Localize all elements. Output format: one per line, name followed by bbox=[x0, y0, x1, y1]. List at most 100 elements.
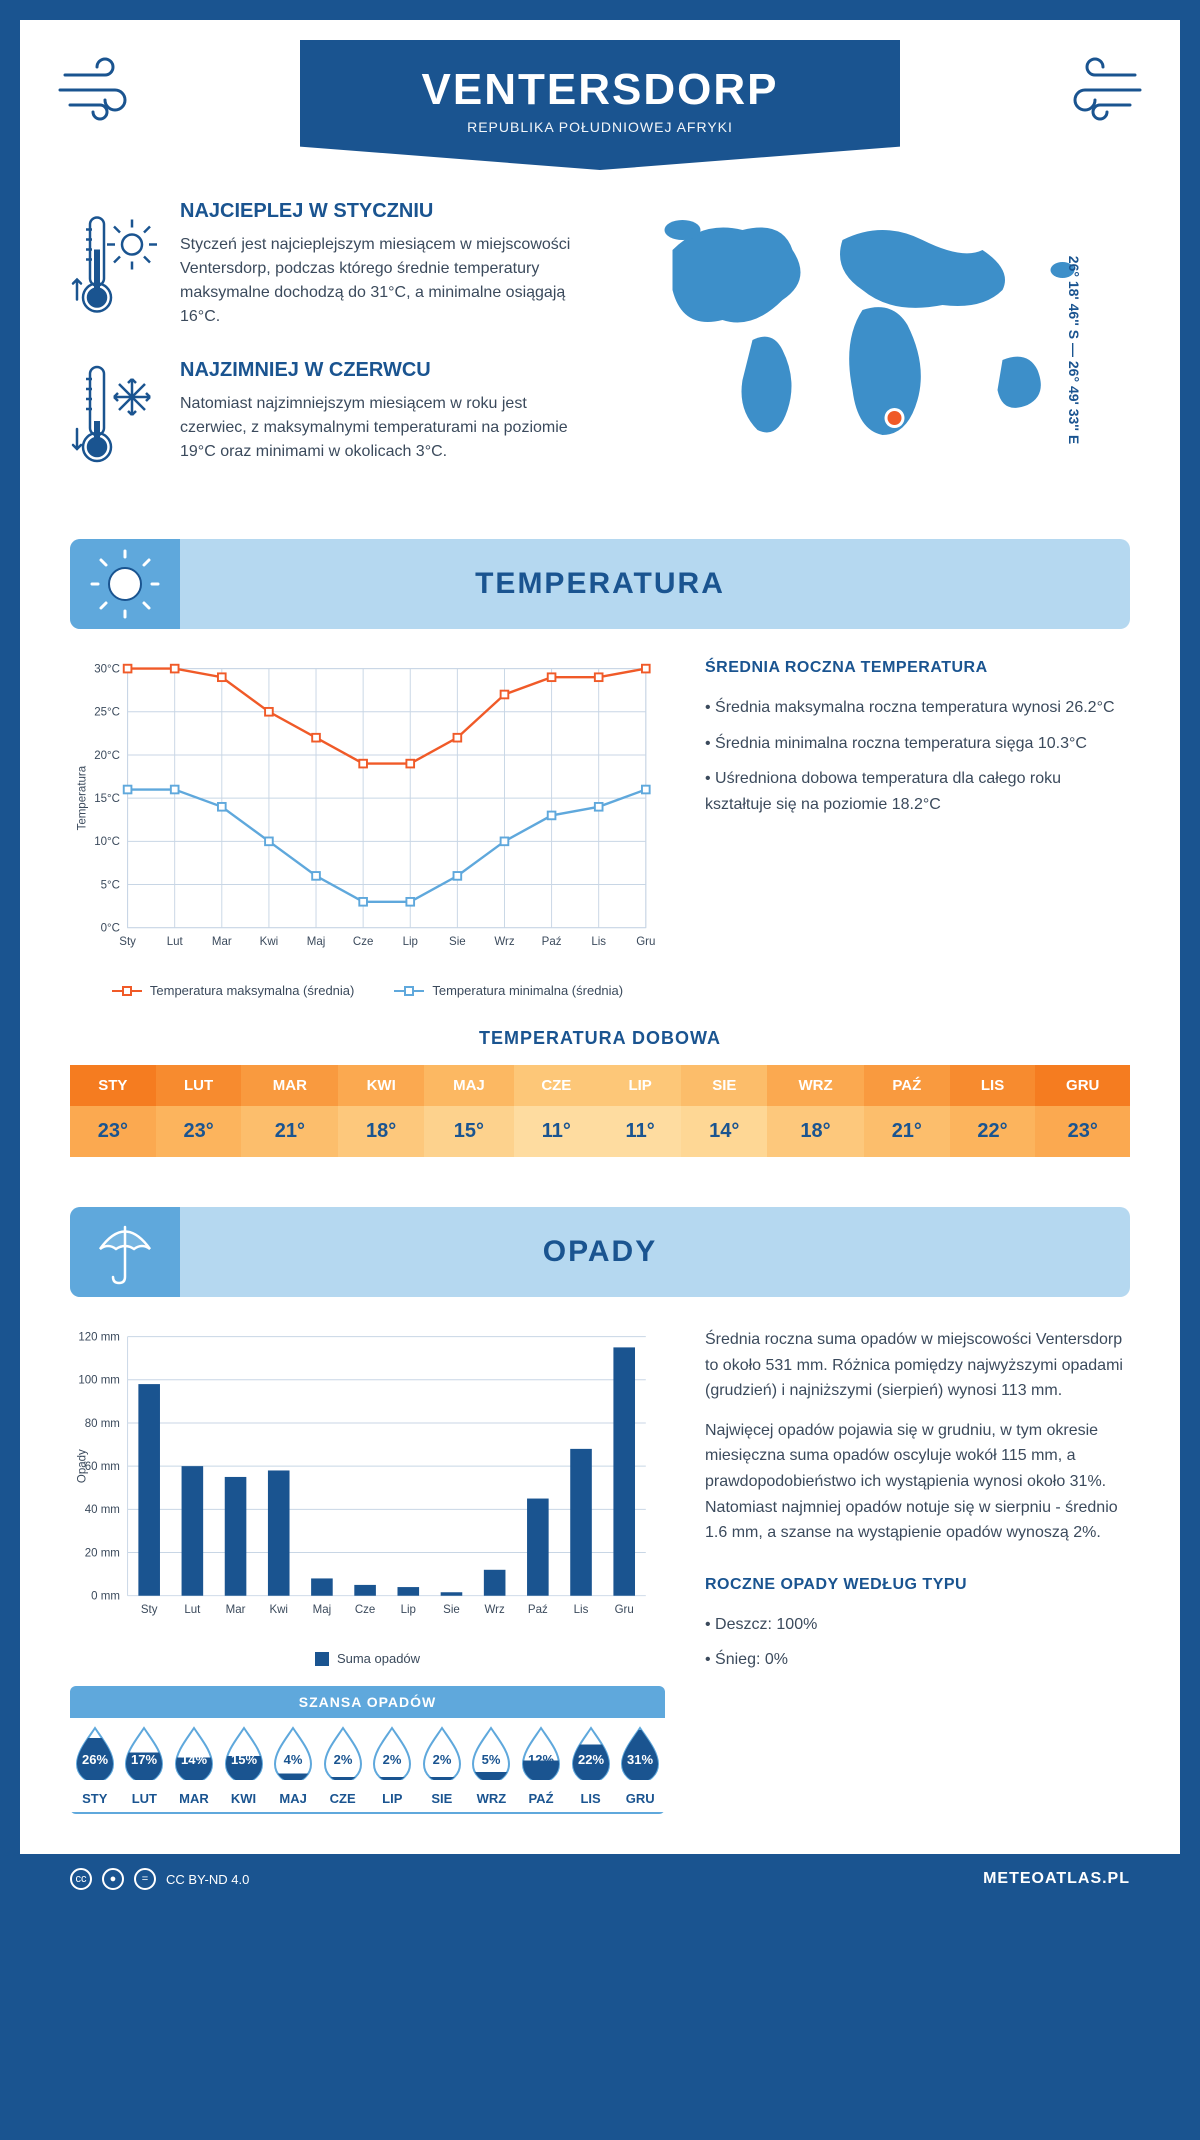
chance-drop: 17% LUT bbox=[120, 1718, 170, 1812]
warmest-text: Styczeń jest najcieplejszym miesiącem w … bbox=[180, 233, 585, 329]
svg-text:20°C: 20°C bbox=[94, 750, 120, 762]
coldest-text: Natomiast najzimniejszym miesiącem w rok… bbox=[180, 392, 585, 464]
chance-drop: 2% LIP bbox=[367, 1718, 417, 1812]
by-icon: ● bbox=[102, 1868, 124, 1890]
header: VENTERSDORP REPUBLIKA POŁUDNIOWEJ AFRYKI bbox=[20, 20, 1180, 200]
svg-text:17%: 17% bbox=[131, 1752, 157, 1767]
sun-icon bbox=[90, 549, 160, 619]
infographic-page: VENTERSDORP REPUBLIKA POŁUDNIOWEJ AFRYKI bbox=[20, 20, 1180, 1904]
warmest-title: NAJCIEPLEJ W STYCZNIU bbox=[180, 200, 585, 223]
svg-text:Lis: Lis bbox=[574, 1604, 589, 1616]
annual-temp-title: ŚREDNIA ROCZNA TEMPERATURA bbox=[705, 659, 1130, 677]
precip-type-bullet: • Deszcz: 100% bbox=[705, 1612, 1130, 1638]
svg-text:26%: 26% bbox=[82, 1752, 108, 1767]
nd-icon: = bbox=[134, 1868, 156, 1890]
chance-drop: 5% WRZ bbox=[467, 1718, 517, 1812]
svg-text:15°C: 15°C bbox=[94, 793, 120, 805]
svg-text:4%: 4% bbox=[284, 1752, 303, 1767]
chance-title: SZANSA OPADÓW bbox=[70, 1686, 665, 1718]
svg-text:14%: 14% bbox=[181, 1752, 207, 1767]
footer-site: METEOATLAS.PL bbox=[983, 1870, 1130, 1888]
precipitation-chance-box: SZANSA OPADÓW 26% STY 17% LUT bbox=[70, 1686, 665, 1814]
svg-text:30°C: 30°C bbox=[94, 663, 120, 675]
svg-text:Gru: Gru bbox=[615, 1604, 634, 1616]
precipitation-legend: Suma opadów bbox=[70, 1651, 665, 1666]
svg-text:Cze: Cze bbox=[353, 936, 373, 948]
daily-temp-title: TEMPERATURA DOBOWA bbox=[70, 1028, 1130, 1049]
svg-text:Kwi: Kwi bbox=[260, 936, 279, 948]
svg-text:100 mm: 100 mm bbox=[78, 1375, 120, 1387]
svg-text:Paź: Paź bbox=[528, 1604, 548, 1616]
svg-text:Lut: Lut bbox=[184, 1604, 201, 1616]
world-map bbox=[615, 200, 1130, 460]
svg-text:5°C: 5°C bbox=[101, 879, 120, 891]
temperature-title: TEMPERATURA bbox=[475, 567, 725, 601]
svg-text:15%: 15% bbox=[231, 1752, 257, 1767]
thermometer-cold-icon bbox=[70, 359, 160, 469]
svg-text:40 mm: 40 mm bbox=[85, 1504, 120, 1516]
svg-text:Opady: Opady bbox=[76, 1449, 88, 1483]
overview-row: NAJCIEPLEJ W STYCZNIU Styczeń jest najci… bbox=[70, 200, 1130, 499]
svg-text:Lip: Lip bbox=[403, 936, 418, 948]
daily-temperature-table: STYLUTMARKWIMAJCZELIPSIEWRZPAŹLISGRU23°2… bbox=[70, 1065, 1130, 1157]
precipitation-title: OPADY bbox=[543, 1235, 657, 1269]
chance-drop: 15% KWI bbox=[219, 1718, 269, 1812]
svg-text:120 mm: 120 mm bbox=[78, 1332, 120, 1344]
warmest-block: NAJCIEPLEJ W STYCZNIU Styczeń jest najci… bbox=[70, 200, 585, 329]
svg-text:Sty: Sty bbox=[141, 1604, 158, 1616]
svg-text:5%: 5% bbox=[482, 1752, 501, 1767]
wind-icon bbox=[55, 50, 155, 130]
svg-text:2%: 2% bbox=[383, 1752, 402, 1767]
chance-drop: 26% STY bbox=[70, 1718, 120, 1812]
svg-text:Lut: Lut bbox=[167, 936, 184, 948]
annual-temp-bullet: • Średnia minimalna roczna temperatura s… bbox=[705, 731, 1130, 757]
page-title: VENTERSDORP bbox=[340, 65, 860, 115]
svg-text:12%: 12% bbox=[528, 1752, 554, 1767]
chance-drop: 22% LIS bbox=[566, 1718, 616, 1812]
license-text: CC BY-ND 4.0 bbox=[166, 1872, 249, 1887]
chance-drop: 4% MAJ bbox=[268, 1718, 318, 1812]
thermometer-hot-icon bbox=[70, 200, 160, 329]
svg-text:Lis: Lis bbox=[591, 936, 606, 948]
svg-text:80 mm: 80 mm bbox=[85, 1418, 120, 1430]
footer: cc ● = CC BY-ND 4.0 METEOATLAS.PL bbox=[20, 1854, 1180, 1904]
legend-max: Temperatura maksymalna (średnia) bbox=[150, 983, 354, 998]
svg-text:20 mm: 20 mm bbox=[85, 1547, 120, 1559]
temperature-line-chart: 0°C 5°C 10°C 15°C 20°C 25°C 30°C Sty Lut Mar Kwi Ma… bbox=[70, 659, 665, 966]
precipitation-section-header: OPADY bbox=[70, 1207, 1130, 1297]
precip-type-bullet: • Śnieg: 0% bbox=[705, 1647, 1130, 1673]
svg-text:0°C: 0°C bbox=[101, 923, 120, 935]
location-marker bbox=[888, 411, 902, 425]
svg-text:Temperatura: Temperatura bbox=[76, 765, 88, 830]
svg-text:Mar: Mar bbox=[212, 936, 232, 948]
legend-sum: Suma opadów bbox=[337, 1651, 420, 1666]
svg-text:Wrz: Wrz bbox=[494, 936, 514, 948]
precip-type-title: ROCZNE OPADY WEDŁUG TYPU bbox=[705, 1576, 1130, 1594]
svg-text:Gru: Gru bbox=[636, 936, 655, 948]
title-banner: VENTERSDORP REPUBLIKA POŁUDNIOWEJ AFRYKI bbox=[300, 40, 900, 170]
svg-text:Wrz: Wrz bbox=[485, 1604, 505, 1616]
temperature-section-header: TEMPERATURA bbox=[70, 539, 1130, 629]
svg-text:2%: 2% bbox=[333, 1752, 352, 1767]
svg-text:60 mm: 60 mm bbox=[85, 1461, 120, 1473]
chance-drop: 31% GRU bbox=[615, 1718, 665, 1812]
precip-para: Średnia roczna suma opadów w miejscowośc… bbox=[705, 1327, 1130, 1404]
temperature-legend: Temperatura maksymalna (średnia) Tempera… bbox=[70, 983, 665, 998]
coldest-title: NAJZIMNIEJ W CZERWCU bbox=[180, 359, 585, 382]
svg-text:Cze: Cze bbox=[355, 1604, 375, 1616]
svg-text:Maj: Maj bbox=[307, 936, 326, 948]
annual-temp-bullet: • Uśredniona dobowa temperatura dla całe… bbox=[705, 766, 1130, 817]
svg-text:Sie: Sie bbox=[443, 1604, 460, 1616]
svg-text:Kwi: Kwi bbox=[269, 1604, 288, 1616]
svg-text:Sie: Sie bbox=[449, 936, 466, 948]
precipitation-bar-chart: 0 mm20 mm40 mm60 mm80 mm100 mm120 mmOpad… bbox=[70, 1327, 665, 1634]
svg-text:Lip: Lip bbox=[401, 1604, 416, 1616]
footer-license: cc ● = CC BY-ND 4.0 bbox=[70, 1868, 249, 1890]
chance-drop: 2% CZE bbox=[318, 1718, 368, 1812]
precip-para: Najwięcej opadów pojawia się w grudniu, … bbox=[705, 1418, 1130, 1546]
svg-text:Sty: Sty bbox=[119, 936, 136, 948]
svg-text:2%: 2% bbox=[432, 1752, 451, 1767]
svg-text:25°C: 25°C bbox=[94, 707, 120, 719]
cc-icon: cc bbox=[70, 1868, 92, 1890]
svg-text:10°C: 10°C bbox=[94, 836, 120, 848]
